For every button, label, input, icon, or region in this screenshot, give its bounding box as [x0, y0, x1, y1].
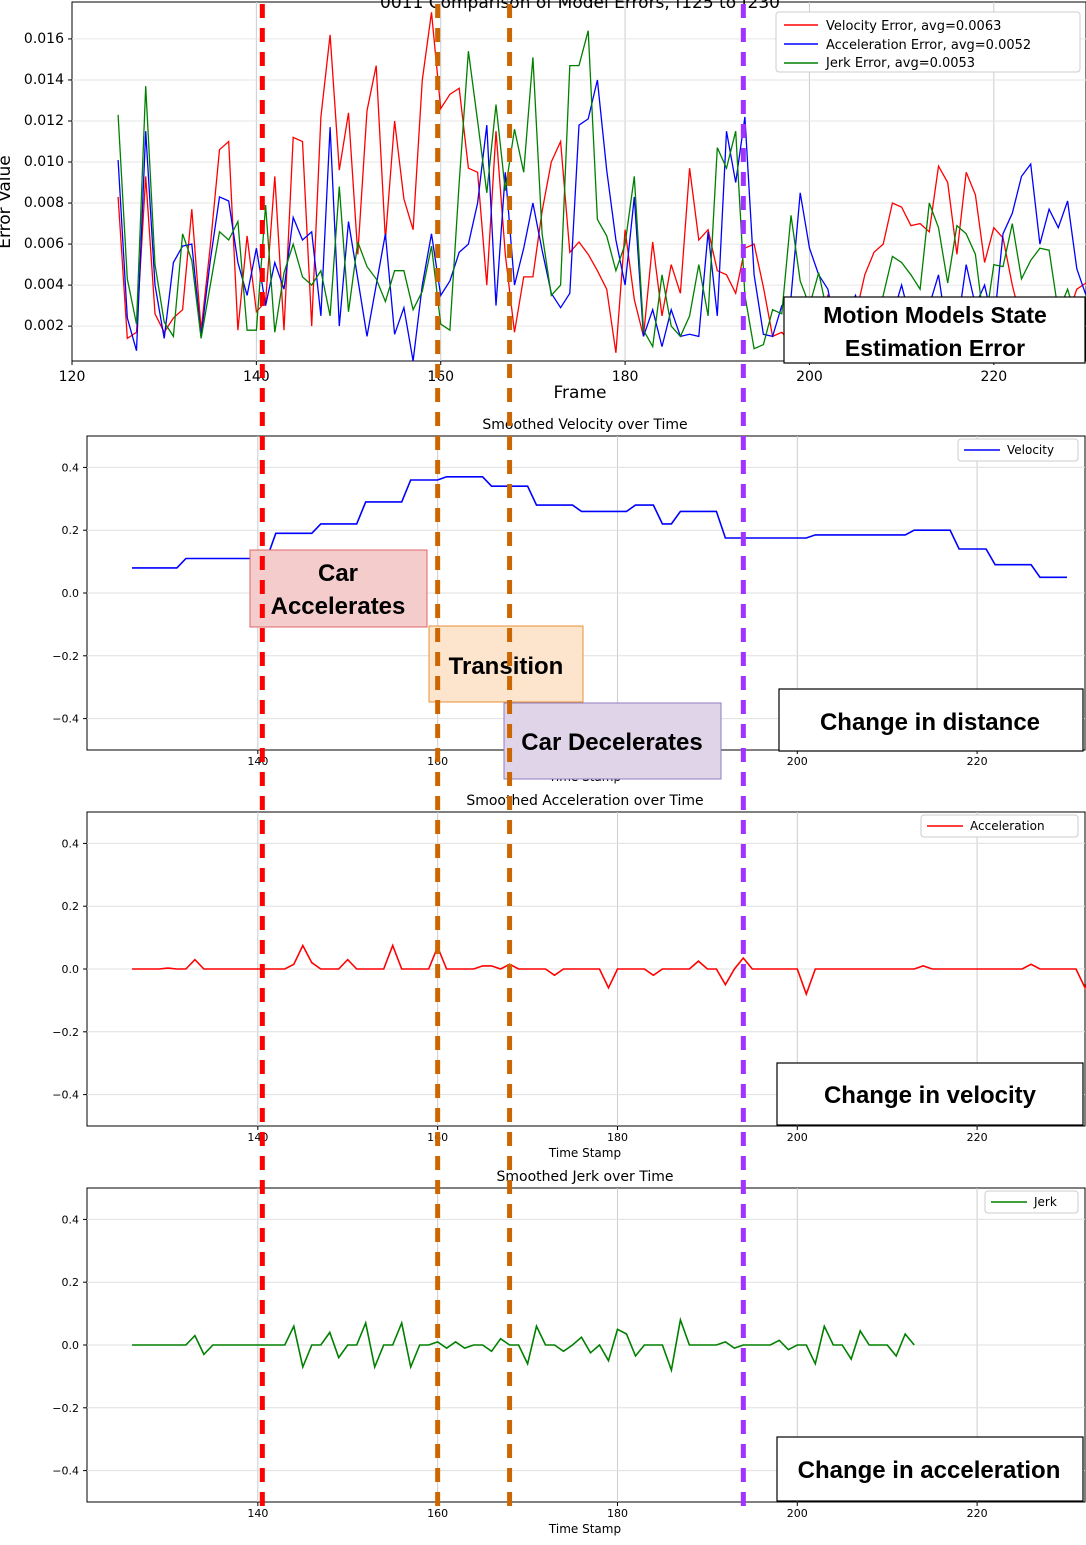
y-tick-label: 0.008 [24, 195, 64, 211]
y-tick-label: 0.4 [62, 461, 80, 474]
x-axis-label: Time Stamp [548, 1146, 621, 1160]
legend-acceleration-error: Acceleration Error, avg=0.0052 [826, 38, 1031, 53]
legend-velocity: Velocity [1007, 443, 1054, 457]
x-tick-label: 160 [427, 1507, 448, 1520]
chart-title: Smoothed Acceleration over Time [466, 793, 703, 809]
x-tick-label: 180 [607, 1507, 628, 1520]
annotation-text: Change in velocity [824, 1082, 1037, 1109]
x-tick-label: 140 [243, 369, 270, 385]
legend-velocity-error: Velocity Error, avg=0.0063 [826, 19, 1001, 34]
callout-text-line2: Accelerates [271, 593, 406, 620]
y-tick-label: −0.2 [52, 650, 79, 663]
y-tick-label: 0.0 [62, 587, 80, 600]
callout-transition: Transition [428, 625, 584, 703]
annotation-text: Change in distance [820, 709, 1040, 736]
series-line-jerk [132, 1316, 915, 1374]
chart-title: Smoothed Jerk over Time [497, 1169, 674, 1185]
x-tick-label: 140 [247, 1131, 268, 1144]
legend: Velocity Error, avg=0.0063 Acceleration … [775, 11, 1081, 73]
x-tick-label: 220 [980, 369, 1007, 385]
y-tick-label: 0.0 [62, 1339, 80, 1352]
y-tick-label: 0.010 [24, 154, 64, 170]
callout-car-decelerates: Car Decelerates [503, 702, 722, 780]
x-axis-label: Frame [554, 383, 607, 403]
x-tick-label: 220 [967, 1507, 988, 1520]
y-tick-label: 0.006 [24, 236, 64, 252]
legend-jerk: Jerk [1033, 1195, 1057, 1209]
annotation-box-distance: Change in distance [778, 688, 1084, 752]
y-tick-label: −0.2 [52, 1026, 79, 1039]
annotation-text: Change in acceleration [798, 1457, 1061, 1484]
event-lines [259, 4, 746, 1508]
callout-text: Transition [449, 653, 564, 680]
x-tick-label: 200 [787, 1131, 808, 1144]
callout-text: Car Decelerates [521, 729, 702, 756]
series-line-acceleration [132, 943, 1086, 997]
x-tick-label: 200 [787, 755, 808, 768]
x-tick-label: 180 [612, 369, 639, 385]
x-tick-label: 140 [247, 1507, 268, 1520]
jerk-chart: Smoothed Jerk over Time −0.4 −0.2 0.0 0.2 0.… [52, 1169, 1086, 1536]
legend: Velocity [957, 438, 1079, 462]
x-tick-label: 160 [427, 369, 454, 385]
legend: Jerk [984, 1190, 1079, 1214]
annotation-text-line1: Motion Models State [823, 302, 1047, 328]
annotation-box-error: Motion Models State Estimation Error [783, 296, 1086, 364]
y-tick-label: 0.014 [24, 72, 64, 88]
x-tick-label: 180 [607, 1131, 628, 1144]
x-tick-label: 220 [967, 1131, 988, 1144]
y-axis-label: Error Value [0, 155, 15, 249]
y-tick-label: 0.002 [24, 318, 64, 334]
x-tick-label: 120 [59, 369, 86, 385]
y-tick-label: −0.4 [52, 713, 79, 726]
series-line-velocity [132, 475, 1067, 579]
velocity-chart: Smoothed Velocity over Time −0.4 −0.2 0.0 0… [52, 417, 1086, 784]
series-line-velocity-error [117, 12, 1086, 356]
chart-title: 0011 Comparison of Model Errors, f125 to… [380, 0, 780, 13]
y-tick-label: 0.2 [62, 524, 80, 537]
y-tick-label: 0.004 [24, 277, 64, 293]
callout-car-accelerates: Car Accelerates [249, 549, 428, 628]
acceleration-chart: Smoothed Acceleration over Time −0.4 −0.2… [52, 793, 1086, 1160]
y-tick-label: 0.2 [62, 900, 80, 913]
x-axis-label: Time Stamp [548, 1522, 621, 1536]
annotation-text-line2: Estimation Error [845, 335, 1025, 361]
y-tick-label: −0.4 [52, 1089, 79, 1102]
legend-jerk-error: Jerk Error, avg=0.0053 [825, 56, 975, 71]
y-tick-label: −0.2 [52, 1402, 79, 1415]
y-tick-label: 0.012 [24, 113, 64, 129]
y-tick-label: 0.2 [62, 1276, 80, 1289]
legend-acceleration: Acceleration [970, 819, 1045, 833]
y-tick-label: 0.4 [62, 1213, 80, 1226]
y-tick-label: 0.4 [62, 837, 80, 850]
x-tick-label: 200 [787, 1507, 808, 1520]
y-tick-label: 0.0 [62, 963, 80, 976]
series-line-jerk-error [117, 30, 1086, 350]
annotation-box-acceleration: Change in acceleration [776, 1436, 1084, 1502]
legend: Acceleration [920, 814, 1079, 838]
x-tick-label: 200 [796, 369, 823, 385]
x-tick-label: 140 [247, 755, 268, 768]
y-tick-label: 0.016 [24, 31, 64, 47]
chart-title: Smoothed Velocity over Time [482, 417, 687, 433]
plot-frame [71, 1, 1086, 362]
callout-text-line1: Car [318, 560, 358, 587]
x-tick-label: 220 [967, 755, 988, 768]
error-comparison-chart: 0011 Comparison of Model Errors, f125 to… [0, 0, 1086, 403]
y-tick-label: −0.4 [52, 1465, 79, 1478]
annotation-box-velocity: Change in velocity [776, 1062, 1084, 1126]
